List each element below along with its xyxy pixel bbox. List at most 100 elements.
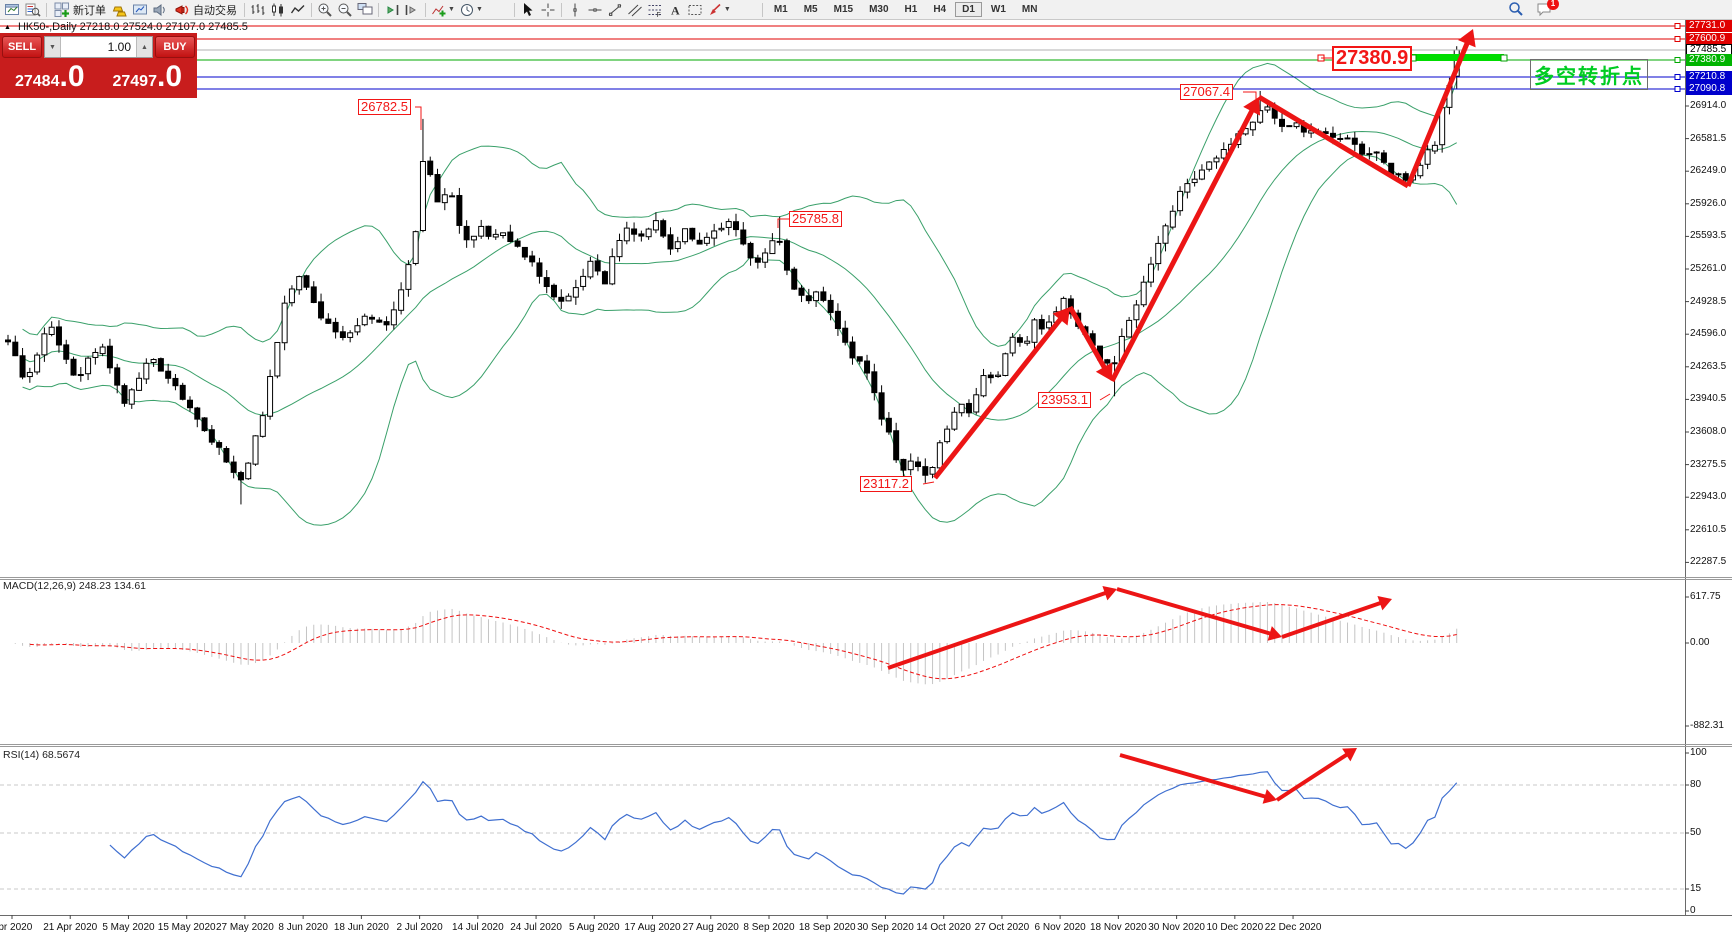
- volume-value[interactable]: 1.00: [107, 40, 131, 54]
- toolbar-separator: [425, 2, 426, 17]
- toolbar-separator: [244, 2, 245, 17]
- chart-title: ▲ HK50-,Daily 27218.0 27524.0 27107.0 27…: [4, 21, 248, 33]
- one-click-trading-panel: SELL ▼ 1.00 ▲ BUY 27484 .0 27497 .0: [0, 33, 197, 98]
- shapes-tool-button[interactable]: [685, 1, 705, 19]
- price-annotation-25785.8[interactable]: 25785.8: [789, 211, 842, 227]
- bar-chart-button[interactable]: [248, 1, 268, 19]
- notifications-button[interactable]: 1: [1536, 0, 1559, 22]
- new-order-button[interactable]: 新订单: [50, 2, 110, 18]
- level-label-27600.9[interactable]: 27600.9: [1686, 33, 1732, 45]
- volume-increase-button[interactable]: ▲: [136, 37, 152, 57]
- periods-clock-button[interactable]: ▼: [457, 1, 485, 19]
- timeframe-m30[interactable]: M30: [869, 4, 889, 15]
- auto-trading-button-label: 自动交易: [193, 4, 237, 17]
- level-label-27731.0[interactable]: 27731.0: [1686, 20, 1732, 32]
- date-axis-label: 8 Sep 2020: [743, 922, 795, 933]
- toolbar-separator: [46, 2, 47, 17]
- cursor-button[interactable]: [518, 1, 538, 19]
- market-watch-button[interactable]: [23, 1, 43, 19]
- date-axis-label: Apr 2020: [0, 922, 33, 933]
- scroll-to-end-icon: [387, 4, 399, 15]
- vertical-line-button[interactable]: [565, 1, 585, 19]
- date-axis-label: 24 Jul 2020: [510, 922, 562, 933]
- timeframe-mn[interactable]: MN: [1021, 4, 1038, 15]
- zoom-out-button[interactable]: [335, 1, 355, 19]
- date-axis-label: 6 Nov 2020: [1034, 922, 1086, 933]
- scroll-to-end-button[interactable]: [382, 1, 402, 19]
- trend-line-button[interactable]: [605, 1, 625, 19]
- volume-decrease-button[interactable]: ▼: [45, 37, 61, 57]
- price-annotation-23953.1[interactable]: 23953.1: [1038, 392, 1091, 408]
- sound-icon: [153, 3, 165, 16]
- market-watch-icon: [25, 3, 41, 17]
- toolbar-separator: [311, 2, 312, 17]
- search-button[interactable]: [1508, 1, 1524, 22]
- date-axis-label: 30 Nov 2020: [1148, 922, 1205, 933]
- horizontal-line-button[interactable]: [585, 1, 605, 19]
- timeframe-m5[interactable]: M5: [803, 4, 818, 15]
- price-annotation-26782.5[interactable]: 26782.5: [358, 99, 411, 115]
- volume-stepper: ▼ 1.00 ▲: [44, 36, 153, 58]
- timeframe-h4[interactable]: H4: [933, 4, 947, 15]
- price-axis-tick: 24596.0: [1690, 328, 1727, 340]
- chart-window-button[interactable]: [3, 1, 23, 19]
- price-axis-tick: 25926.0: [1690, 197, 1727, 209]
- macd-axis-tick: -882.31: [1690, 720, 1724, 731]
- price-axis-tick: 22610.5: [1690, 523, 1727, 535]
- upload-chart-button[interactable]: [130, 1, 150, 19]
- sell-price[interactable]: 27484 .0: [2, 60, 98, 96]
- crosshair-icon: [541, 3, 555, 16]
- buy-button[interactable]: BUY: [155, 36, 195, 58]
- dropdown-caret-icon[interactable]: ▼: [723, 6, 731, 13]
- vertical-line-icon: [573, 3, 577, 16]
- toolbar-separator: [378, 2, 379, 17]
- date-axis-label: 18 Sep 2020: [798, 922, 856, 933]
- buy-price-pips: .0: [156, 60, 183, 93]
- gold-bar-button[interactable]: [110, 1, 130, 19]
- date-axis-label: 15 May 2020: [157, 922, 216, 933]
- line-chart-button[interactable]: [288, 1, 308, 19]
- price-axis-tick: 22287.5: [1690, 556, 1727, 568]
- timeframe-w1[interactable]: W1: [990, 4, 1006, 15]
- svg-text:A: A: [671, 3, 680, 17]
- price-axis-tick: 23608.0: [1690, 426, 1727, 437]
- sound-button[interactable]: [150, 1, 170, 19]
- equidistant-channel-button[interactable]: [625, 1, 645, 19]
- timeframe-m1[interactable]: M1: [773, 4, 788, 15]
- sell-button[interactable]: SELL: [2, 36, 42, 58]
- dropdown-caret-icon[interactable]: ▼: [448, 6, 455, 13]
- date-axis-label: 27 Aug 2020: [682, 922, 739, 933]
- date-axis-label: 22 Dec 2020: [1264, 922, 1322, 933]
- arrows-tool-button[interactable]: ▼: [705, 1, 733, 19]
- price-annotation-27067.4[interactable]: 27067.4: [1180, 84, 1233, 100]
- price-axis-tick: 25593.5: [1690, 230, 1727, 242]
- price-annotation-27380.9[interactable]: 27380.9: [1332, 46, 1413, 71]
- indicators-add-button[interactable]: ▼: [429, 1, 457, 19]
- timeframe-d1[interactable]: D1: [955, 2, 982, 17]
- dropdown-caret-icon[interactable]: ▼: [475, 6, 483, 13]
- level-label-27380.9[interactable]: 27380.9: [1686, 54, 1732, 66]
- fibonacci-button[interactable]: F: [645, 1, 665, 19]
- indicators-add-icon: [432, 5, 446, 16]
- svg-text:F: F: [656, 12, 660, 18]
- text-tool-button[interactable]: A: [665, 1, 685, 19]
- auto-trading-button[interactable]: 自动交易: [170, 2, 241, 18]
- chart-shift-button[interactable]: [402, 1, 422, 19]
- level-label-27090.8[interactable]: 27090.8: [1686, 83, 1732, 95]
- price-annotation-23117.2[interactable]: 23117.2: [860, 476, 913, 492]
- timeframe-h1[interactable]: H1: [904, 4, 918, 15]
- zoom-out-icon: [338, 3, 352, 17]
- tile-windows-button[interactable]: [355, 1, 375, 19]
- timeframe-m15[interactable]: M15: [833, 4, 854, 15]
- rsi-axis-tick: 80: [1690, 779, 1702, 790]
- price-axis-tick: 23275.5: [1690, 458, 1727, 470]
- level-label-27210.8[interactable]: 27210.8: [1686, 71, 1732, 83]
- buy-price[interactable]: 27497 .0: [100, 60, 196, 96]
- candle-chart-button[interactable]: [268, 1, 288, 19]
- note-box[interactable]: 多空转折点: [1530, 59, 1648, 90]
- crosshair-button[interactable]: [538, 1, 558, 19]
- zoom-in-button[interactable]: [315, 1, 335, 19]
- date-axis-label: 8 Jun 2020: [278, 922, 328, 933]
